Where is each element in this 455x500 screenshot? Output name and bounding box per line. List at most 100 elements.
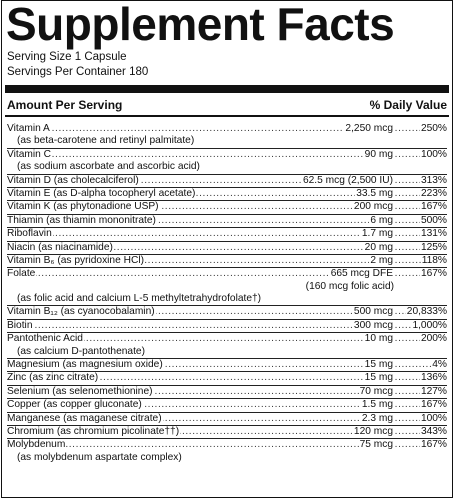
nutrient-row: ........................................… [7, 200, 447, 214]
dot-leader: ........................................… [7, 412, 447, 424]
servings-per-container: Servings Per Container 180 [7, 66, 149, 78]
nutrient-daily-value: 250% [419, 123, 447, 136]
nutrient-amount: 120 mcg [352, 425, 394, 439]
nutrient-daily-value: 100% [419, 148, 447, 162]
nutrient-row: ........................................… [7, 398, 447, 412]
thick-divider [5, 85, 449, 93]
nutrient-list: ........................................… [7, 123, 447, 464]
nutrient-amount: 15 mg [363, 359, 394, 372]
nutrient-row: ........................................… [7, 305, 447, 319]
nutrient-source-note: (as molybdenum aspartate complex) [17, 451, 182, 463]
dot-leader: ........................................… [7, 425, 447, 437]
dot-leader: ........................................… [7, 439, 447, 451]
nutrient-row: ........................................… [7, 123, 447, 136]
nutrient-daily-value: 125% [419, 241, 447, 254]
nutrient-amount: 1.7 mg [360, 228, 394, 241]
nutrient-row: ........................................… [7, 147, 447, 162]
nutrient-row: ........................................… [7, 318, 447, 333]
dot-leader: ........................................… [7, 228, 447, 240]
nutrient-row: ........................................… [7, 240, 447, 254]
dot-leader: ........................................… [7, 359, 447, 371]
nutrient-name: Pantothenic Acid [7, 333, 84, 346]
nutrient-amount: 90 mg [363, 148, 394, 162]
nutrient-row: ........................................… [7, 213, 447, 228]
nutrient-amount: 6 mg [369, 214, 394, 228]
nutrient-row: ........................................… [7, 227, 447, 241]
nutrient-daily-value: 200% [419, 333, 447, 346]
nutrient-amount: 75 mcg [358, 439, 394, 452]
dot-leader: ........................................… [7, 319, 447, 331]
column-header: Amount Per Serving % Daily Value [7, 97, 447, 115]
nutrient-name: Selenium (as selenomethionine) [7, 385, 154, 399]
nutrient-name: Vitamin C [7, 148, 52, 162]
nutrient-row: ........................................… [7, 438, 447, 452]
nutrient-daily-value: 4% [431, 359, 447, 372]
dot-leader: ........................................… [7, 148, 447, 160]
nutrient-name: Niacin (as niacinamide) [7, 241, 114, 254]
dot-leader: ........................................… [7, 174, 447, 186]
header-divider [5, 115, 449, 117]
nutrient-amount: 10 mg [363, 333, 394, 346]
nutrient-source-note: (as folic acid and calcium L-5 methyltet… [17, 293, 262, 305]
nutrient-sub-amount: (160 mcg folic acid) [305, 280, 394, 292]
nutrient-amount: 20 mg [363, 241, 394, 254]
nutrient-daily-value: 167% [419, 439, 447, 452]
nutrient-source-note: (as beta-carotene and retinyl palmitate) [17, 135, 195, 147]
nutrient-amount: 33.5 mg [355, 187, 394, 201]
dot-leader: ........................................… [7, 254, 447, 266]
nutrient-daily-value: 20,833% [405, 306, 447, 319]
nutrient-name: Zinc (as zinc citrate) [7, 372, 100, 385]
nutrient-amount: 500 mcg [352, 306, 394, 319]
nutrient-name: Riboflavin [7, 228, 53, 241]
nutrient-amount: 70 mcg [358, 385, 394, 399]
dot-leader: ........................................… [7, 372, 447, 384]
nutrient-row: ........................................… [7, 332, 447, 346]
nutrient-name: Vitamin B₆ (as pyridoxine HCl) [7, 254, 145, 268]
nutrient-daily-value: 167% [419, 268, 447, 281]
nutrient-daily-value: 223% [419, 187, 447, 201]
nutrient-row: ........................................… [7, 358, 447, 372]
dot-leader: ........................................… [7, 241, 447, 253]
nutrient-amount: 1.5 mg [360, 399, 394, 412]
nutrient-name: Molybdenum [7, 439, 67, 452]
nutrient-name: Thiamin (as thiamin mononitrate) [7, 214, 157, 228]
nutrient-row: ........................................… [7, 173, 447, 187]
nutrient-row: ........................................… [7, 267, 447, 281]
nutrient-row: ........................................… [7, 411, 447, 425]
nutrient-daily-value: 118% [420, 254, 447, 268]
nutrient-row: ........................................… [7, 186, 447, 201]
nutrient-daily-value: 1,000% [411, 319, 447, 333]
nutrient-row: ........................................… [7, 253, 447, 268]
nutrient-daily-value: 100% [419, 412, 447, 425]
nutrient-amount: 2.3 mg [360, 412, 394, 425]
nutrient-name: Vitamin D (as cholecalciferol) [7, 174, 140, 187]
nutrient-row: ........................................… [7, 424, 447, 439]
nutrient-name: Vitamin A [7, 123, 51, 136]
dot-leader: ........................................… [7, 214, 447, 226]
nutrient-amount: 665 mcg DFE [329, 268, 394, 281]
nutrient-name: Magnesium (as magnesium oxide) [7, 359, 164, 372]
nutrient-row: ........................................… [7, 384, 447, 399]
nutrient-daily-value: 343% [419, 425, 447, 439]
nutrient-amount: 62.5 mcg (2,500 IU) [301, 174, 394, 187]
nutrient-name: Manganese (as maganese citrate) [7, 412, 163, 425]
nutrient-amount: 200 mcg [352, 201, 394, 214]
serving-size: Serving Size 1 Capsule [7, 51, 127, 63]
dot-leader: ........................................… [7, 187, 447, 199]
dot-leader: ........................................… [7, 268, 447, 280]
nutrient-row: ........................................… [7, 371, 447, 385]
dot-leader: ........................................… [7, 399, 447, 411]
nutrient-amount: 2 mg [369, 254, 394, 268]
nutrient-daily-value: 131% [419, 228, 447, 241]
dot-leader: ........................................… [7, 201, 447, 213]
nutrient-name: Copper (as copper gluconate) [7, 399, 143, 412]
amount-per-serving-label: Amount Per Serving [7, 98, 123, 112]
nutrient-name: Biotin [7, 319, 34, 333]
daily-value-label: % Daily Value [369, 98, 447, 112]
nutrient-source-note: (as calcium D-pantothenate) [17, 345, 145, 357]
nutrient-name: Vitamin K (as phytonadione USP) [7, 201, 160, 214]
nutrient-daily-value: 127% [419, 385, 447, 399]
nutrient-daily-value: 313% [419, 174, 447, 187]
nutrient-amount: 300 mcg [352, 319, 394, 333]
